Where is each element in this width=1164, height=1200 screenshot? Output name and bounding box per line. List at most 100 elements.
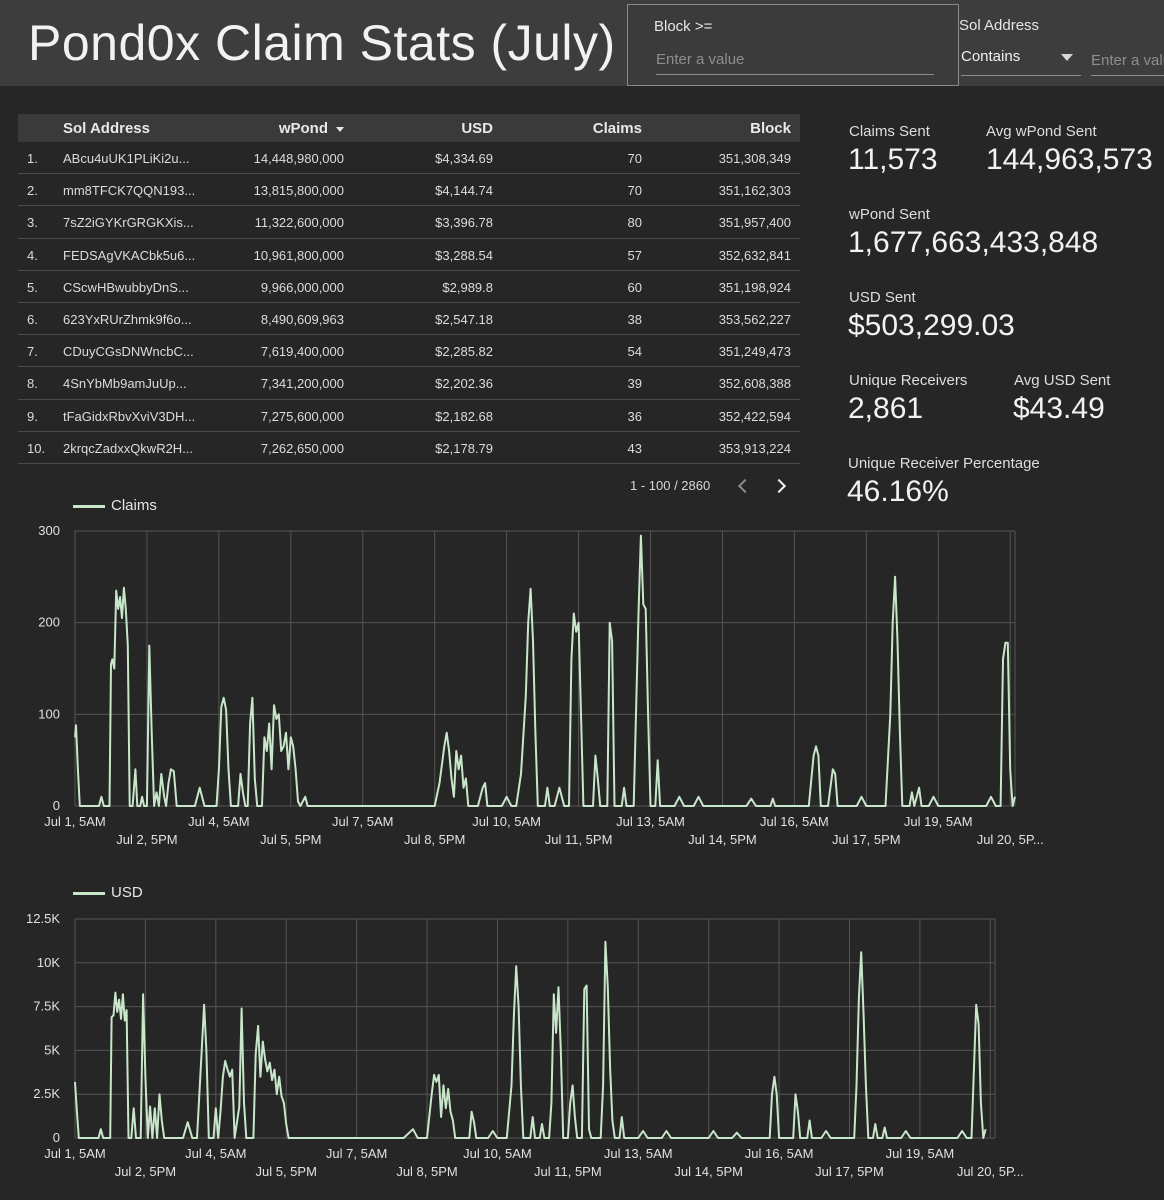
cell-block: 352,608,388 <box>718 376 791 392</box>
scorecard-label: Unique Receiver Percentage <box>848 455 1040 472</box>
next-page-button[interactable] <box>771 474 792 498</box>
legend-label: Claims <box>111 497 157 514</box>
x-tick-label: Jul 2, 5PM <box>115 1164 176 1179</box>
cell-claims: 70 <box>627 151 642 166</box>
row-index: 5. <box>27 279 38 295</box>
scorecard-value: $43.49 <box>1013 392 1105 425</box>
y-tick-label: 100 <box>38 706 60 721</box>
y-tick-label: 300 <box>38 523 60 538</box>
column-header-claims[interactable]: Claims <box>592 120 642 137</box>
cell-block: 352,632,841 <box>718 247 791 263</box>
x-tick-label: Jul 1, 5AM <box>44 1146 105 1161</box>
cell-claims: 80 <box>627 215 642 231</box>
column-header-block[interactable]: Block <box>750 120 791 137</box>
row-index: 3. <box>27 215 38 231</box>
sol-address-filter-label: Sol Address <box>959 17 1040 34</box>
table-body: 1. ABcu4uUK1PLiKi2u... 14,448,980,000 $4,33… <box>18 142 800 464</box>
y-tick-label: 10K <box>37 955 60 970</box>
sol-address-filter[interactable]: Sol Address Contains <box>959 4 1164 86</box>
cell-usd: $3,288.54 <box>435 247 493 263</box>
claims-table: Sol Address wPond USD Claims Block 1. ABc… <box>18 114 800 464</box>
claims-line-chart: 0 100 200 300 Jul 1, 5AM Jul 4, 5AM Jul 7, 5AM… <box>38 523 1043 847</box>
previous-page-button[interactable] <box>733 474 753 498</box>
cell-sol-address: FEDSAgVKACbk5u6... <box>63 247 196 263</box>
scorecard-value: $503,299.03 <box>848 309 1015 342</box>
scorecard-label: USD Sent <box>849 289 916 306</box>
table-row[interactable]: 4. FEDSAgVKACbk5u6... 10,961,800,000 $3,288… <box>18 239 800 271</box>
y-tick-label: 7.5K <box>33 999 60 1014</box>
cell-wpond: 10,961,800,000 <box>253 247 344 263</box>
cell-wpond: 13,815,800,000 <box>253 183 344 199</box>
cell-usd: $2,178.79 <box>435 440 493 456</box>
cell-claims: 57 <box>627 247 642 263</box>
cell-sol-address: ABcu4uUK1PLiKi2u... <box>63 151 190 166</box>
block-filter[interactable]: Block >= <box>627 4 959 86</box>
scorecard-value: 144,963,573 <box>986 143 1153 176</box>
x-tick-label: Jul 13, 5AM <box>604 1146 673 1161</box>
cell-block: 351,249,473 <box>718 344 791 360</box>
scorecard-label: Claims Sent <box>849 123 930 140</box>
cell-sol-address: 4SnYbMb9amJuUp... <box>63 376 187 392</box>
scorecard-label: wPond Sent <box>849 206 930 223</box>
legend-swatch <box>73 504 105 508</box>
usd-chart-legend: USD <box>73 884 143 901</box>
scorecard-label: Unique Receivers <box>849 372 968 389</box>
cell-block: 353,562,227 <box>718 311 791 327</box>
table-row[interactable]: 3. 7sZ2iGYKrGRGKXis... 11,322,600,000 $3,39… <box>18 206 800 239</box>
x-tick-label: Jul 5, 5PM <box>260 832 321 847</box>
column-header-wpond[interactable]: wPond <box>279 120 344 137</box>
sol-address-filter-input[interactable] <box>1091 46 1164 76</box>
series-line-claims <box>74 534 1016 807</box>
cell-wpond: 7,619,400,000 <box>260 344 344 360</box>
claims-chart-legend: Claims <box>73 497 157 514</box>
table-row[interactable]: 10. 2krqcZadxxQkwR2H... 7,262,650,000 $2,17… <box>18 432 800 464</box>
column-header-sol-address[interactable]: Sol Address <box>63 120 150 137</box>
table-row[interactable]: 1. ABcu4uUK1PLiKi2u... 14,448,980,000 $4,33… <box>18 142 800 175</box>
series-line-usd <box>74 940 987 1139</box>
cell-usd: $2,202.36 <box>435 376 493 392</box>
cell-block: 351,308,349 <box>718 151 791 166</box>
cell-claims: 38 <box>627 311 642 327</box>
scorecard-label: Avg wPond Sent <box>986 123 1097 140</box>
chevron-right-icon <box>771 478 787 494</box>
x-tick-label: Jul 11, 5PM <box>534 1164 602 1179</box>
x-tick-label: Jul 17, 5PM <box>815 1164 884 1179</box>
row-index: 8. <box>27 376 38 392</box>
scorecard-value: 2,861 <box>848 392 924 425</box>
row-index: 4. <box>27 247 38 263</box>
x-tick-label: Jul 19, 5AM <box>886 1146 955 1161</box>
row-index: 2. <box>27 183 38 199</box>
block-filter-input[interactable] <box>656 45 934 75</box>
table-row[interactable]: 6. 623YxRUrZhmk9f6o... 8,490,609,963 $2,547… <box>18 303 800 336</box>
x-tick-label: Jul 7, 5AM <box>332 814 393 829</box>
column-header-usd[interactable]: USD <box>461 120 493 137</box>
table-row[interactable]: 7. CDuyCGsDNWncbC... 7,619,400,000 $2,285.8… <box>18 335 800 368</box>
cell-block: 351,957,400 <box>718 215 791 231</box>
row-index: 6. <box>27 311 38 327</box>
cell-usd: $4,334.69 <box>435 151 493 166</box>
row-index: 7. <box>27 344 38 360</box>
block-filter-label: Block >= <box>654 18 713 35</box>
table-row[interactable]: 5. CScwHBwubbyDnS... 9,966,000,000 $2,989.8… <box>18 271 800 303</box>
cell-claims: 39 <box>627 376 642 392</box>
cell-claims: 70 <box>627 183 642 199</box>
x-tick-label: Jul 16, 5AM <box>760 814 829 829</box>
row-index: 10. <box>27 440 46 456</box>
x-tick-label: Jul 10, 5AM <box>463 1146 532 1161</box>
x-tick-label: Jul 10, 5AM <box>472 814 541 829</box>
table-row[interactable]: 9. tFaGidxRbvXviV3DH... 7,275,600,000 $2,18… <box>18 400 800 432</box>
x-tick-label: Jul 11, 5PM <box>545 832 613 847</box>
table-row[interactable]: 8. 4SnYbMb9amJuUp... 7,341,200,000 $2,202.3… <box>18 367 800 400</box>
table-row[interactable]: 2. mm8TFCK7QQN193... 13,815,800,000 $4,144.… <box>18 174 800 207</box>
cell-sol-address: mm8TFCK7QQN193... <box>63 183 196 199</box>
x-tick-label: Jul 17, 5PM <box>832 832 901 847</box>
sol-address-operator-select[interactable]: Contains <box>961 46 1081 76</box>
x-tick-label: Jul 14, 5PM <box>674 1164 743 1179</box>
cell-wpond: 7,262,650,000 <box>260 440 344 456</box>
cell-wpond: 7,341,200,000 <box>260 376 344 392</box>
cell-block: 352,422,594 <box>718 408 791 424</box>
cell-wpond: 14,448,980,000 <box>253 151 344 166</box>
cell-sol-address: 2krqcZadxxQkwR2H... <box>63 440 194 456</box>
cell-claims: 60 <box>627 279 642 295</box>
chevron-left-icon <box>737 478 753 494</box>
